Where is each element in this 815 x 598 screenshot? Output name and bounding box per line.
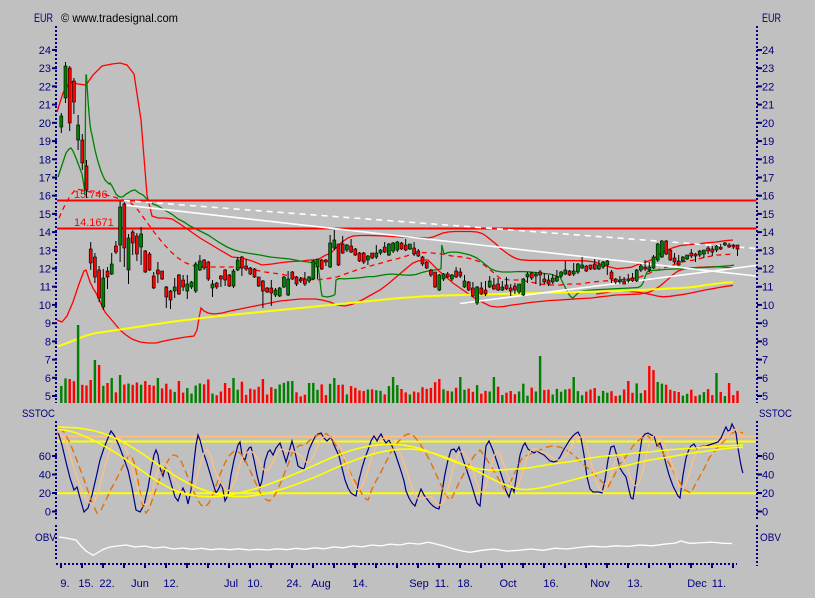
svg-text:9.: 9. [60, 578, 69, 590]
svg-text:22.: 22. [99, 578, 114, 590]
svg-text:0: 0 [45, 507, 51, 519]
svg-text:24.: 24. [286, 578, 301, 590]
svg-text:16: 16 [39, 191, 51, 203]
svg-text:20: 20 [39, 118, 51, 130]
svg-text:14.1671: 14.1671 [74, 217, 114, 229]
svg-text:10.: 10. [247, 578, 262, 590]
svg-text:11.: 11. [712, 578, 726, 590]
svg-text:11: 11 [40, 282, 51, 294]
svg-text:5: 5 [762, 391, 768, 403]
svg-text:23: 23 [39, 63, 51, 75]
svg-text:11.: 11. [435, 578, 449, 590]
svg-text:16.: 16. [543, 578, 558, 590]
svg-text:11: 11 [762, 282, 773, 294]
svg-text:Jun: Jun [131, 578, 149, 590]
svg-text:18: 18 [762, 154, 774, 166]
svg-text:Sep: Sep [409, 578, 429, 590]
svg-text:22: 22 [39, 81, 51, 93]
svg-text:20: 20 [39, 488, 51, 500]
svg-text:Jul: Jul [224, 578, 238, 590]
svg-text:5: 5 [45, 391, 51, 403]
svg-text:23: 23 [762, 63, 774, 75]
svg-text:13.: 13. [627, 578, 642, 590]
svg-text:SSTOC: SSTOC [759, 408, 792, 420]
svg-text:OBV: OBV [35, 532, 57, 544]
svg-text:18.: 18. [457, 578, 472, 590]
svg-text:6: 6 [762, 373, 768, 385]
svg-text:SSTOC: SSTOC [22, 408, 55, 420]
svg-text:20: 20 [762, 118, 774, 130]
svg-text:19: 19 [39, 136, 51, 148]
svg-text:17: 17 [762, 172, 774, 184]
svg-text:40: 40 [39, 470, 51, 482]
svg-text:14: 14 [762, 227, 774, 239]
svg-text:Dec: Dec [687, 578, 707, 590]
svg-text:17: 17 [39, 172, 51, 184]
svg-text:7: 7 [762, 355, 768, 367]
svg-text:20: 20 [762, 488, 774, 500]
svg-text:OBV: OBV [760, 532, 782, 544]
svg-text:Nov: Nov [590, 578, 610, 590]
svg-text:21: 21 [762, 100, 774, 112]
svg-text:© www.tradesignal.com: © www.tradesignal.com [61, 11, 178, 25]
svg-text:7: 7 [45, 355, 51, 367]
svg-text:40: 40 [762, 470, 774, 482]
svg-text:15: 15 [762, 209, 774, 221]
svg-text:16: 16 [762, 191, 774, 203]
svg-text:24: 24 [762, 45, 774, 57]
svg-text:14.: 14. [352, 578, 367, 590]
svg-text:15.: 15. [78, 578, 93, 590]
svg-text:0: 0 [762, 507, 768, 519]
svg-text:12.: 12. [163, 578, 178, 590]
svg-text:19: 19 [762, 136, 774, 148]
svg-text:15.746: 15.746 [74, 189, 108, 201]
svg-text:15: 15 [39, 209, 51, 221]
svg-text:24: 24 [39, 45, 51, 57]
svg-text:12: 12 [762, 264, 774, 276]
svg-text:9: 9 [45, 318, 51, 330]
svg-text:EUR: EUR [762, 13, 781, 25]
svg-text:60: 60 [39, 451, 51, 463]
svg-text:12: 12 [39, 264, 51, 276]
svg-text:18: 18 [39, 154, 51, 166]
svg-text:8: 8 [45, 336, 51, 348]
svg-text:Aug: Aug [311, 578, 331, 590]
svg-text:22: 22 [762, 81, 774, 93]
svg-text:14: 14 [39, 227, 51, 239]
svg-text:60: 60 [762, 451, 774, 463]
svg-text:6: 6 [45, 373, 51, 385]
svg-text:10: 10 [39, 300, 51, 312]
svg-text:Oct: Oct [499, 578, 516, 590]
svg-text:21: 21 [39, 100, 51, 112]
svg-text:EUR: EUR [34, 13, 53, 25]
svg-text:13: 13 [762, 245, 774, 257]
svg-text:13: 13 [39, 245, 51, 257]
svg-text:8: 8 [762, 336, 768, 348]
svg-text:10: 10 [762, 300, 774, 312]
svg-text:9: 9 [762, 318, 768, 330]
